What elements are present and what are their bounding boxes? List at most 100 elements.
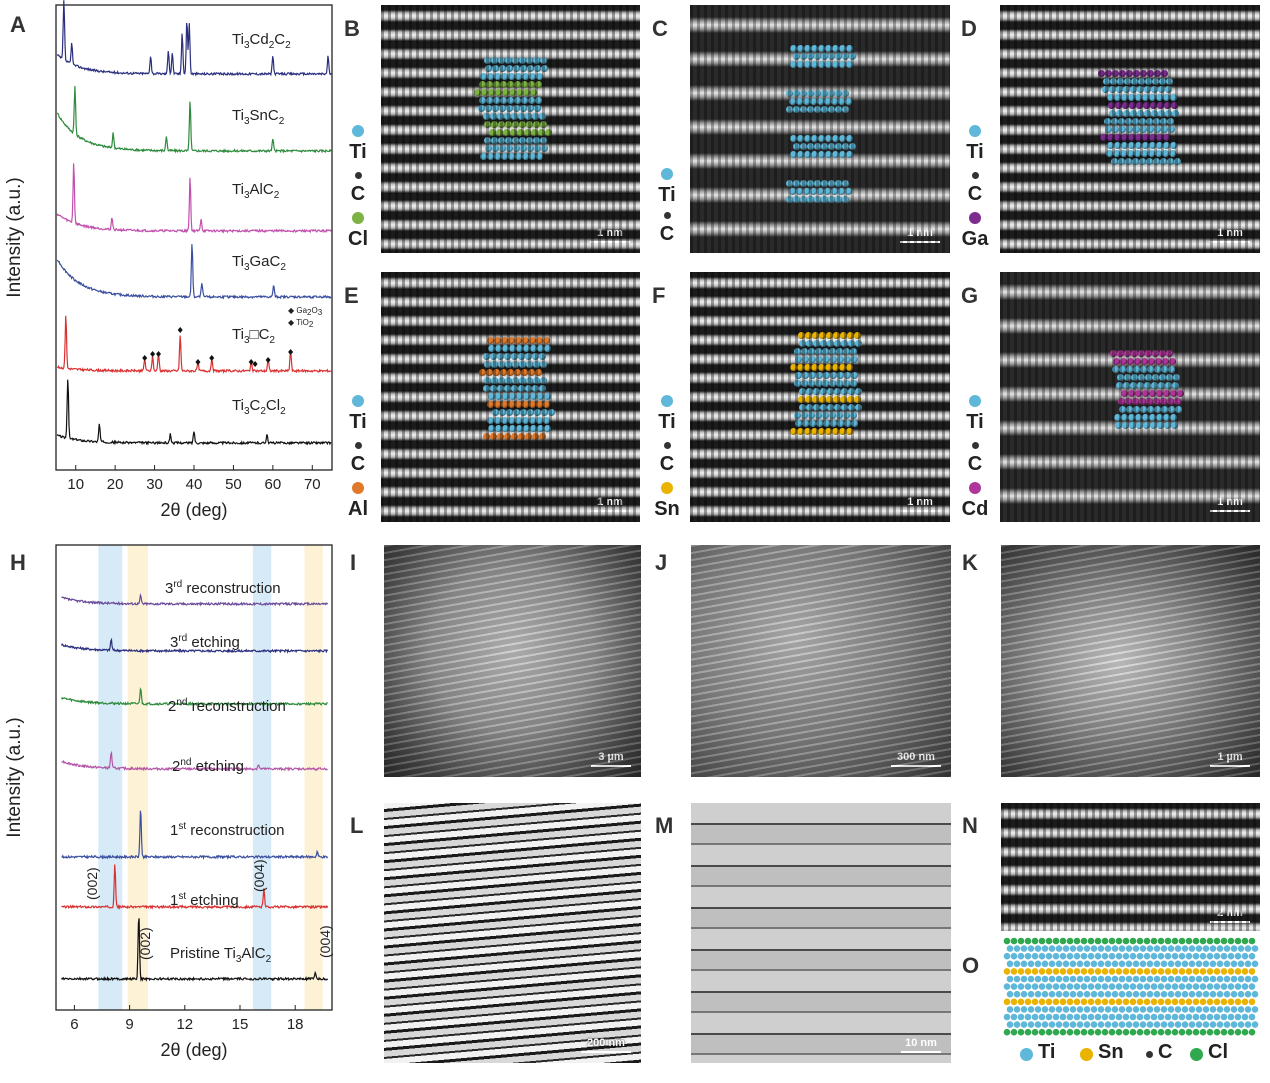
atom-dot — [497, 353, 504, 360]
atom-dot — [840, 396, 847, 403]
atom-dot — [1094, 937, 1102, 945]
atom-dot — [521, 97, 528, 104]
atom-dot — [1185, 937, 1193, 945]
atom-dot — [536, 73, 543, 80]
atom-dot — [1156, 414, 1163, 421]
atom-dot — [828, 143, 835, 150]
atom-dot — [511, 353, 518, 360]
atom-dot — [483, 353, 490, 360]
atom-dot — [797, 135, 804, 142]
atom-dot — [1143, 937, 1151, 945]
atom-dot — [494, 417, 501, 424]
series-label: 1st reconstruction — [170, 821, 285, 839]
atom-dot — [1241, 1028, 1249, 1036]
atom-dot — [1069, 990, 1077, 998]
atom-dot — [821, 196, 828, 203]
atom-dot — [1149, 142, 1156, 149]
sem-image-j: 300 nm — [691, 545, 951, 777]
atom-dot — [1010, 998, 1018, 1006]
atom-dot — [1178, 1013, 1186, 1021]
atom-dot — [1118, 398, 1125, 405]
atom-dot — [1164, 102, 1171, 109]
atom-dot — [1153, 975, 1161, 983]
atom-dot — [479, 369, 486, 376]
atom-dot — [1139, 960, 1147, 968]
atom-dot — [794, 412, 801, 419]
atom-dot — [824, 188, 831, 195]
atom-dot — [793, 106, 800, 113]
atom-dot — [1038, 968, 1046, 975]
atom-dot — [1006, 960, 1014, 968]
atom-dot — [1031, 952, 1039, 960]
atom-dot — [814, 143, 821, 150]
atom-dot — [508, 401, 515, 408]
atom-dot — [794, 380, 801, 387]
atom-dot — [1161, 366, 1168, 373]
atom-dot — [1146, 1021, 1154, 1028]
atom-dot — [484, 121, 491, 128]
atom-dot — [505, 137, 512, 144]
atom-dot — [1174, 975, 1182, 983]
atom-dot — [488, 393, 495, 400]
atom-dot — [1223, 975, 1231, 983]
series-label: 2nd etching — [172, 757, 244, 775]
atom-dot — [1129, 422, 1136, 429]
atom-dot — [1251, 1006, 1259, 1013]
atom-dot — [1178, 998, 1186, 1006]
atom-dot — [793, 180, 800, 187]
atom-dot — [1048, 1006, 1056, 1013]
atom-dot — [1159, 350, 1166, 357]
atom-dot — [515, 153, 522, 160]
atom-dot — [1163, 94, 1170, 101]
atom-dot — [1143, 998, 1151, 1006]
atom-dot — [803, 98, 810, 105]
atom-dot — [1129, 952, 1137, 960]
atom-dot — [1181, 960, 1189, 968]
atom-dot — [1116, 86, 1123, 93]
atom-dot — [535, 81, 542, 88]
scale-bar-f: 1 nm — [900, 497, 940, 512]
series-line — [61, 750, 328, 772]
atom-dot — [1188, 960, 1196, 968]
atom-dot — [1206, 983, 1214, 990]
atom-dot — [854, 396, 861, 403]
atom-dot — [839, 45, 846, 52]
atom-dot — [1136, 998, 1144, 1006]
atom-dot — [1103, 78, 1110, 85]
scale-bar-e: 1 nm — [590, 497, 630, 512]
atom-dot — [511, 113, 518, 120]
atom-dot — [1034, 960, 1042, 968]
atom-dot — [495, 89, 502, 96]
atom-dot — [786, 180, 793, 187]
atom-dot — [1154, 366, 1161, 373]
atom-dot — [1185, 998, 1193, 1006]
atom-dot — [1170, 414, 1177, 421]
atom-dot — [1125, 158, 1132, 165]
atom-dot — [537, 425, 544, 432]
atom-dot — [494, 337, 501, 344]
atom-dot — [841, 388, 848, 395]
atom-dot — [1133, 366, 1140, 373]
atom-dot — [1132, 1006, 1140, 1013]
atom-dot — [1104, 945, 1112, 952]
atom-dot — [1168, 366, 1175, 373]
atom-dot — [1164, 422, 1171, 429]
scale-bar-d: 1 nm — [1210, 228, 1250, 243]
atom-dot — [533, 137, 540, 144]
legend-o-ti: Ti — [1038, 1041, 1056, 1063]
atom-dot — [1146, 975, 1154, 983]
atom-dot — [1136, 952, 1144, 960]
atom-dot — [498, 57, 505, 64]
atom-dot — [1169, 150, 1176, 157]
atom-dot — [1129, 998, 1137, 1006]
panel-label-m: M — [655, 813, 674, 838]
atom-dot — [1121, 390, 1128, 397]
atom-dot — [1171, 937, 1179, 945]
atom-dot — [1020, 975, 1028, 983]
atom-dot — [1175, 406, 1182, 413]
atom-dot — [836, 348, 843, 355]
atom-dot — [1159, 78, 1166, 85]
atom-dot — [539, 433, 546, 440]
atom-dot — [1156, 134, 1163, 141]
atom-dot — [501, 153, 508, 160]
